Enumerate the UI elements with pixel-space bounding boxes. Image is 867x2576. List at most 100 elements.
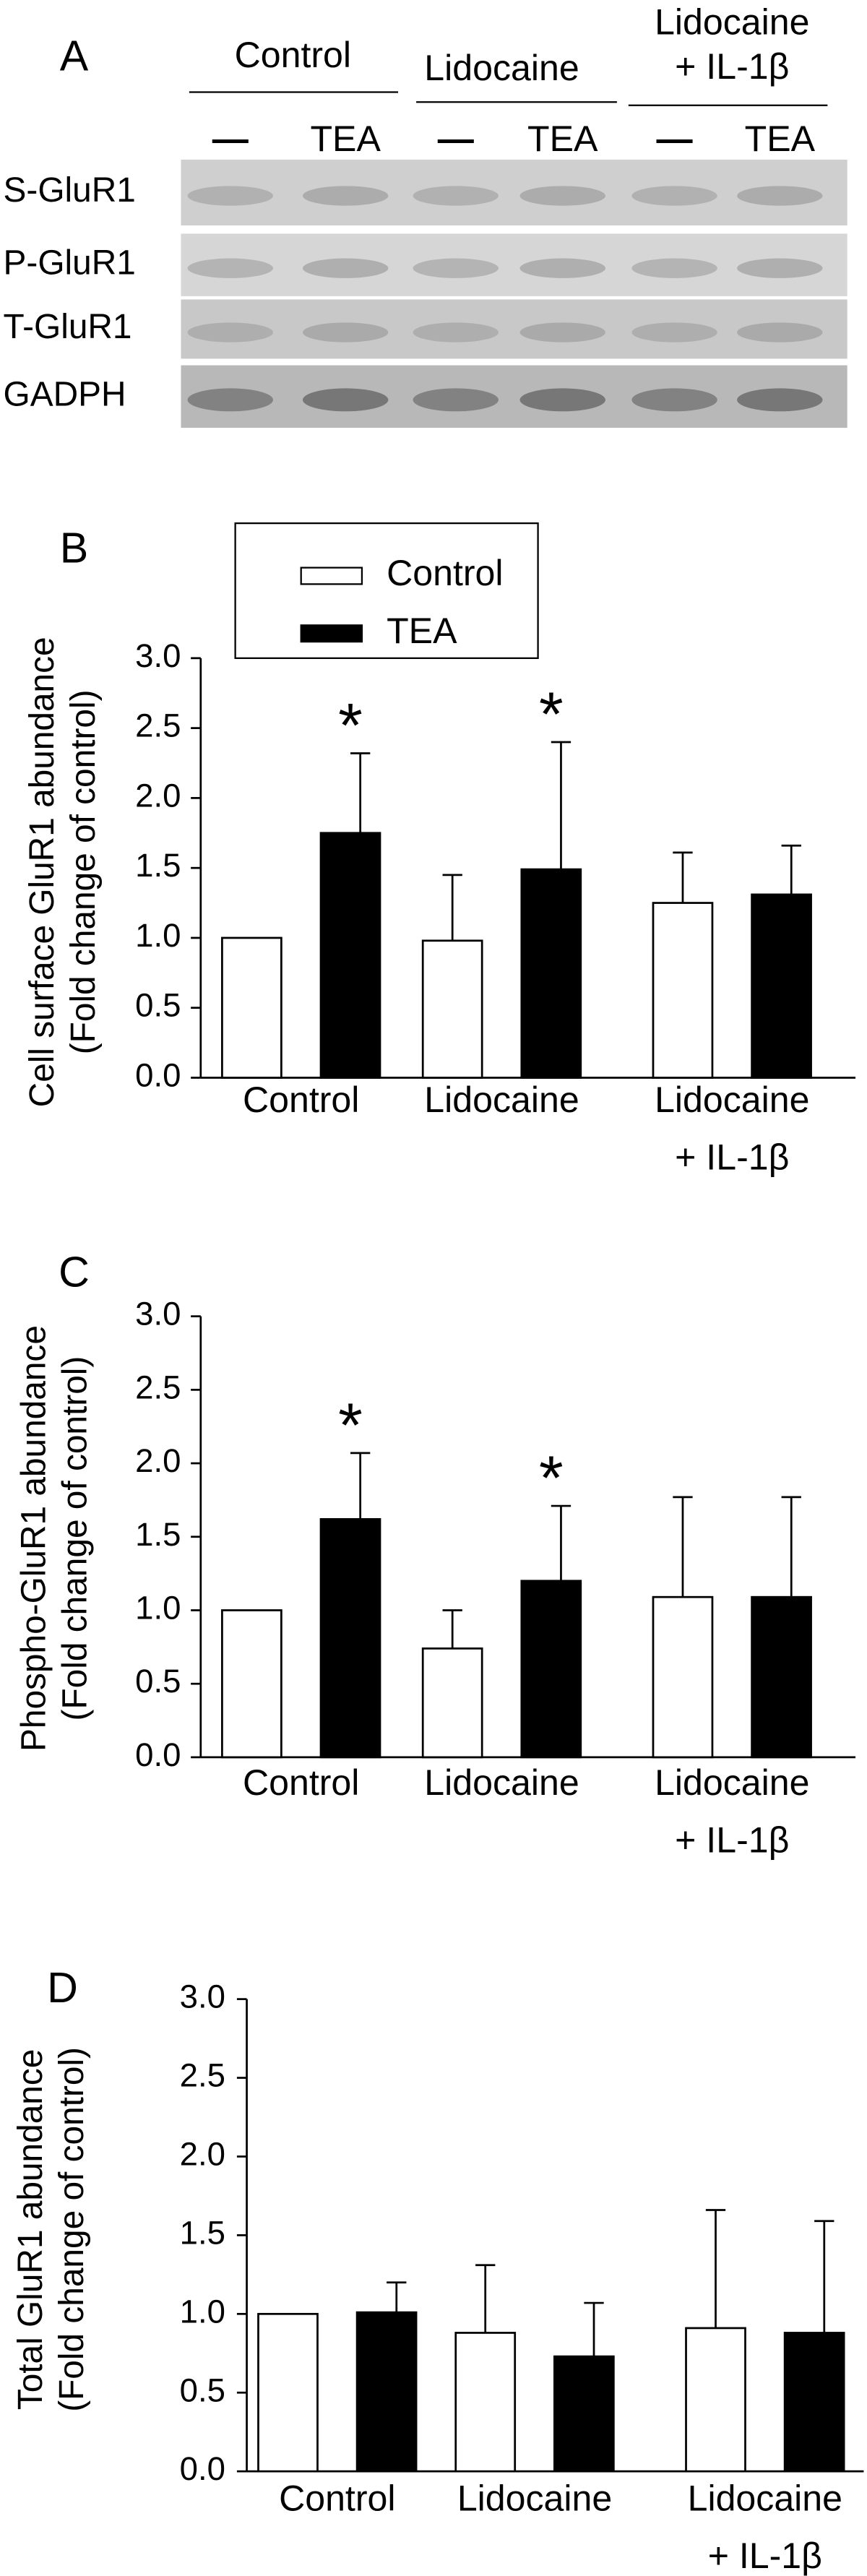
bar bbox=[454, 2332, 517, 2473]
bar bbox=[553, 2355, 615, 2473]
panel-letter: A bbox=[60, 32, 89, 80]
x-tick-label: + IL-1β bbox=[708, 2536, 822, 2576]
blot-band bbox=[413, 258, 499, 278]
y-tick-label: 1.0 bbox=[135, 1590, 181, 1627]
y-axis-label: Cell surface GluR1 abundance bbox=[23, 637, 61, 1107]
x-tick-label: Lidocaine bbox=[688, 2478, 842, 2518]
legend-label: TEA bbox=[387, 611, 457, 651]
bar bbox=[355, 2311, 418, 2473]
bar bbox=[751, 893, 812, 1079]
y-tick-label: 3.0 bbox=[135, 1296, 181, 1332]
x-tick-label: Control bbox=[243, 1080, 359, 1120]
bar bbox=[783, 2332, 845, 2473]
error-bar bbox=[781, 844, 801, 895]
lane-label: — bbox=[212, 119, 249, 159]
y-tick-label: 2.0 bbox=[135, 1442, 181, 1479]
blot-band bbox=[302, 388, 389, 412]
x-tick-label: Control bbox=[243, 1762, 359, 1803]
blot-strip bbox=[181, 159, 847, 225]
blot-band bbox=[519, 322, 605, 343]
x-tick-label: Control bbox=[279, 2478, 395, 2518]
error-bar bbox=[781, 1496, 801, 1598]
blot-band bbox=[187, 258, 273, 278]
significance-marker: * bbox=[338, 1391, 363, 1460]
y-tick-label: 2.5 bbox=[135, 1369, 181, 1405]
blot-band bbox=[187, 186, 273, 206]
y-tick-label: 1.5 bbox=[135, 1516, 181, 1553]
panel-letter: B bbox=[60, 523, 88, 572]
panel-letter: D bbox=[47, 1963, 78, 2012]
x-tick-label: + IL-1β bbox=[675, 1820, 789, 1861]
lane-label: TEA bbox=[310, 119, 381, 159]
error-bar bbox=[584, 2301, 604, 2357]
y-tick-label: 0.5 bbox=[135, 1663, 181, 1700]
y-tick-label: 0.0 bbox=[180, 2450, 225, 2487]
blot-band bbox=[631, 322, 717, 343]
blot-band bbox=[631, 388, 717, 412]
error-bar bbox=[673, 1496, 693, 1598]
lane-label: TEA bbox=[527, 119, 598, 159]
blot-band bbox=[519, 258, 605, 278]
blot-band bbox=[413, 388, 499, 412]
y-axis-label: (Fold change of control) bbox=[64, 689, 103, 1054]
blot-band bbox=[737, 258, 823, 278]
group-label: Control bbox=[235, 35, 351, 75]
error-bar bbox=[475, 2264, 496, 2333]
lane-label: — bbox=[438, 119, 475, 159]
group-label: Lidocaine bbox=[424, 48, 579, 88]
blot-band bbox=[631, 186, 717, 206]
error-bar bbox=[551, 741, 571, 870]
legend-swatch bbox=[300, 624, 363, 643]
significance-marker: * bbox=[338, 691, 363, 760]
y-tick-label: 3.0 bbox=[135, 637, 181, 674]
group-label: + IL-1β bbox=[675, 46, 789, 87]
blot-band bbox=[413, 186, 499, 206]
bar bbox=[520, 1580, 582, 1759]
y-tick-label: 1.5 bbox=[135, 847, 181, 884]
lane-label: TEA bbox=[745, 119, 816, 159]
bar bbox=[319, 832, 381, 1079]
significance-marker: * bbox=[539, 1444, 564, 1513]
y-axis-label: (Fold change of control) bbox=[56, 1356, 95, 1721]
y-axis-label: (Fold change of control) bbox=[53, 2047, 91, 2412]
bar bbox=[257, 2312, 319, 2473]
row-label: P-GluR1 bbox=[4, 244, 136, 282]
row-label: S-GluR1 bbox=[4, 171, 136, 210]
blot-band bbox=[737, 388, 823, 412]
error-bar bbox=[442, 1609, 462, 1649]
blot-band bbox=[737, 322, 823, 343]
legend-box bbox=[234, 522, 539, 659]
bar bbox=[685, 2327, 746, 2473]
row-label: T-GluR1 bbox=[4, 308, 132, 346]
bar bbox=[652, 1595, 714, 1759]
error-bar bbox=[442, 874, 462, 941]
blot-strip bbox=[181, 299, 847, 359]
error-bar bbox=[705, 2209, 726, 2328]
blot-band bbox=[631, 258, 717, 278]
blot-band bbox=[302, 258, 389, 278]
y-tick-label: 1.0 bbox=[135, 917, 181, 954]
bar bbox=[221, 936, 282, 1079]
y-tick-label: 1.0 bbox=[180, 2293, 225, 2330]
y-tick-label: 0.5 bbox=[135, 987, 181, 1024]
bar bbox=[319, 1518, 381, 1759]
bar bbox=[421, 1647, 483, 1759]
x-tick-label: Lidocaine bbox=[424, 1080, 579, 1120]
panel-letter: C bbox=[59, 1247, 90, 1296]
x-tick-label: Lidocaine bbox=[424, 1762, 579, 1803]
y-tick-label: 0.0 bbox=[135, 1736, 181, 1773]
blot-band bbox=[737, 186, 823, 206]
blot-strip bbox=[181, 233, 847, 296]
bar bbox=[421, 939, 483, 1079]
blot-band bbox=[187, 322, 273, 343]
x-tick-label: + IL-1β bbox=[675, 1137, 789, 1178]
blot-band bbox=[187, 388, 273, 412]
error-bar bbox=[814, 2220, 834, 2333]
y-tick-label: 2.0 bbox=[135, 777, 181, 814]
blot-band bbox=[302, 322, 389, 343]
x-tick-label: Lidocaine bbox=[655, 1762, 809, 1803]
significance-marker: * bbox=[539, 680, 564, 749]
y-tick-label: 2.0 bbox=[180, 2136, 225, 2173]
blot-band bbox=[302, 186, 389, 206]
